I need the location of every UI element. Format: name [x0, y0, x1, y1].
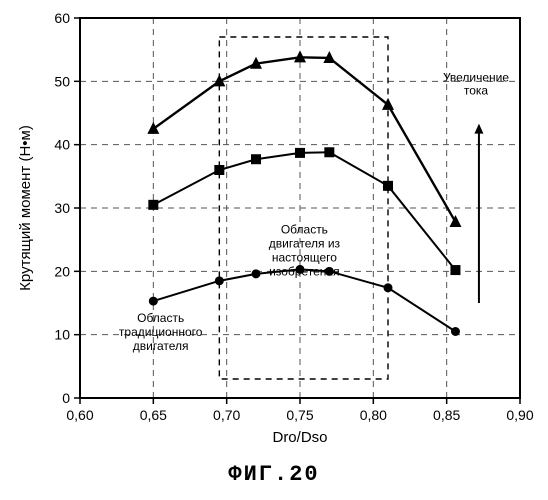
- svg-text:0,75: 0,75: [286, 407, 313, 423]
- svg-text:тока: тока: [464, 83, 489, 97]
- svg-text:60: 60: [54, 10, 70, 26]
- svg-text:изобретения: изобретения: [269, 264, 339, 278]
- svg-text:10: 10: [54, 327, 70, 343]
- svg-text:30: 30: [54, 200, 70, 216]
- figure-label: ФИГ.20: [0, 462, 548, 487]
- svg-text:0,85: 0,85: [433, 407, 460, 423]
- svg-text:Область: Область: [137, 311, 184, 325]
- svg-text:Dro/Dso: Dro/Dso: [272, 429, 327, 446]
- torque-chart: 0,60 0,65 0,70 0,75 0,80 0,85 0,90 0 10 20 30 40 50 6…: [0, 0, 548, 460]
- svg-text:Крутящий момент (Н•м): Крутящий момент (Н•м): [17, 125, 34, 291]
- svg-text:традиционного: традиционного: [119, 325, 203, 339]
- svg-text:Область: Область: [281, 222, 328, 236]
- svg-text:двигателя: двигателя: [133, 339, 189, 353]
- svg-text:0,65: 0,65: [140, 407, 167, 423]
- svg-text:двигателя из: двигателя из: [269, 236, 341, 250]
- svg-text:0: 0: [62, 390, 70, 406]
- svg-text:Увеличение: Увеличение: [443, 70, 509, 84]
- svg-text:20: 20: [54, 263, 70, 279]
- svg-text:40: 40: [54, 137, 70, 153]
- svg-text:0,60: 0,60: [66, 407, 93, 423]
- svg-text:0,70: 0,70: [213, 407, 240, 423]
- svg-text:0,80: 0,80: [360, 407, 387, 423]
- svg-text:50: 50: [54, 73, 70, 89]
- svg-text:настоящего: настоящего: [272, 250, 337, 264]
- svg-text:0,90: 0,90: [506, 407, 533, 423]
